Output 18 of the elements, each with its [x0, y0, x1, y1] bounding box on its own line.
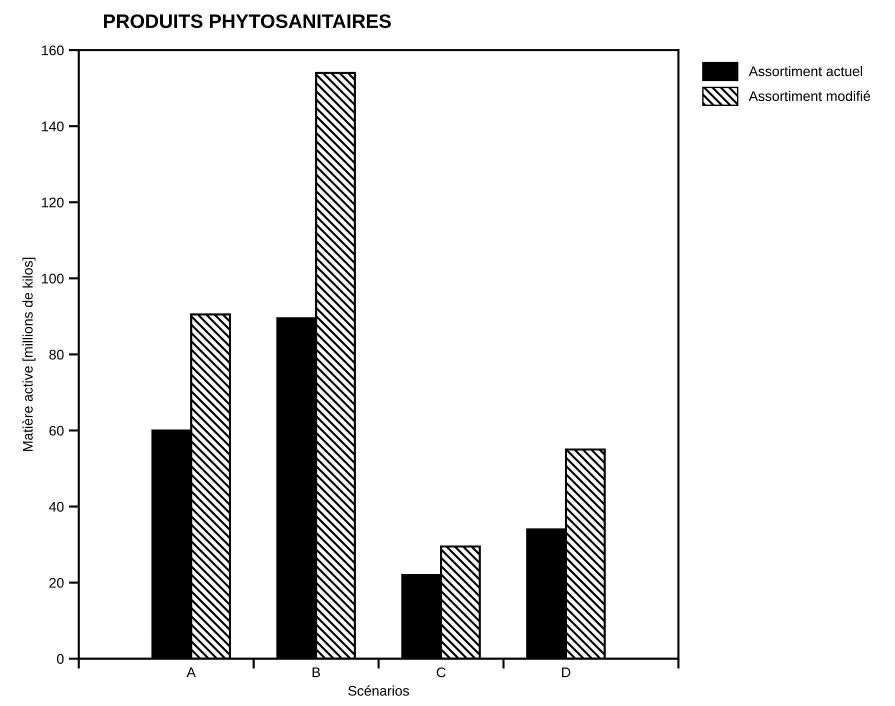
chart-title: PRODUITS PHYTOSANITAIRES [104, 14, 391, 28]
y-tick-label: 120 [42, 198, 64, 208]
y-tick-label: 40 [49, 502, 64, 512]
y-axis-title: Matière active [millions de kilos] [22, 258, 36, 451]
x-tick-label: B [312, 668, 320, 678]
y-tick-label: 160 [42, 45, 64, 56]
y-tick-label: 60 [49, 426, 64, 436]
y-tick-label: 0 [56, 654, 64, 664]
y-tick-label: 140 [42, 122, 64, 132]
legend-label: Assortiment actuel [748, 66, 862, 76]
x-tick-label: D [562, 668, 570, 678]
x-axis-title: Scénarios [348, 685, 409, 696]
y-tick-label: 20 [49, 578, 64, 588]
y-tick-label: 100 [42, 274, 64, 284]
y-tick-label: 80 [49, 350, 64, 360]
x-tick-label: A [186, 668, 196, 678]
legend-label: Assortiment modifié [748, 90, 870, 102]
x-tick-label: C [436, 667, 446, 678]
